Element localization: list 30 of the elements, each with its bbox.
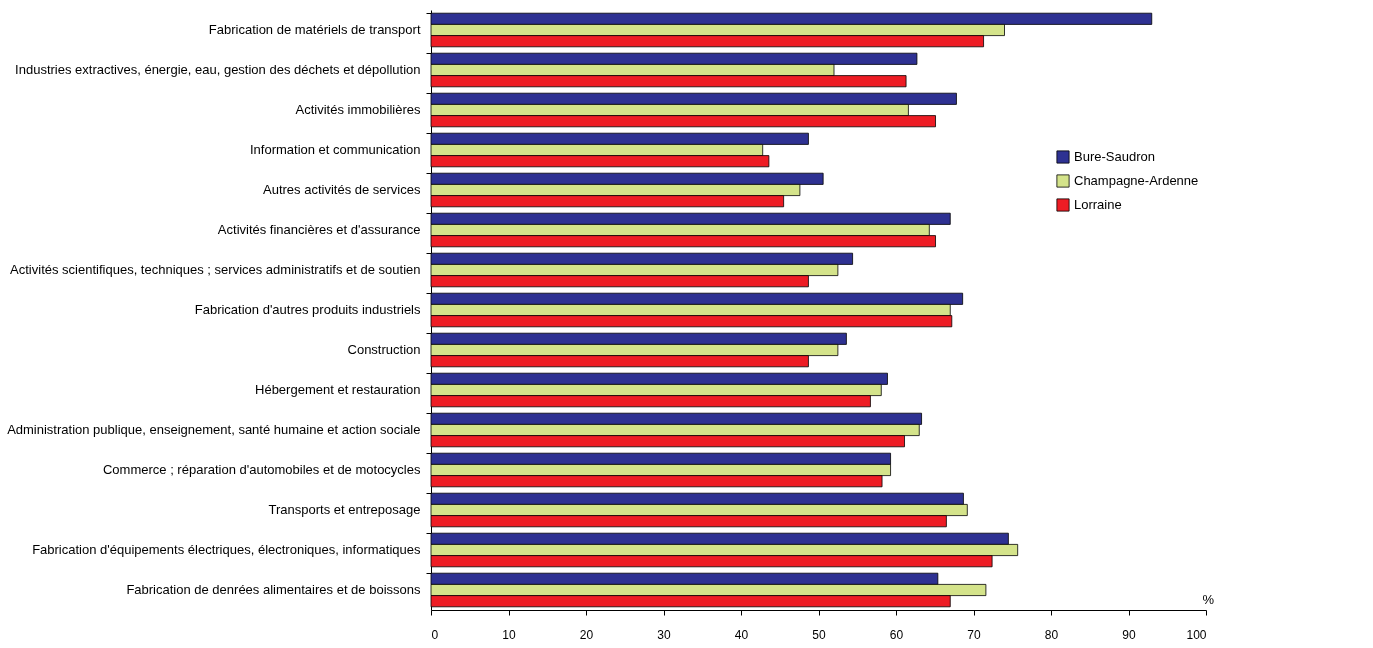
- y-tick-label: Autres activités de services: [262, 182, 421, 197]
- x-tick-label: 80: [1044, 627, 1059, 642]
- y-tick-label: Construction: [347, 342, 421, 357]
- y-tick-label: Information et communication: [249, 142, 421, 157]
- x-tick-label: 30: [657, 627, 671, 642]
- x-axis-title: %: [1202, 591, 1215, 607]
- legend-label: Bure-Saudron: [1074, 149, 1155, 164]
- x-tick-label: 100: [1186, 627, 1207, 642]
- x-tick-label: 70: [967, 627, 981, 642]
- y-tick-label: Industries extractives, énergie, eau, gestion des déchets et dépollution: [15, 62, 421, 77]
- x-tick-label: 20: [579, 627, 594, 642]
- legend-label: Champagne-Ardenne: [1074, 173, 1199, 188]
- y-tick-label: Administration publique, enseignement, santé humaine et action sociale: [7, 422, 421, 437]
- y-tick-label: Activités scientifiques, techniques ; services administratifs et de soutien: [10, 262, 421, 277]
- x-tick-label: 90: [1122, 627, 1136, 642]
- y-tick-label: Fabrication de matériels de transport: [208, 22, 421, 37]
- x-tick-label: 10: [502, 627, 516, 642]
- x-tick-label: 40: [734, 627, 749, 642]
- y-tick-label: Commerce ; réparation d'automobiles et de motocycles: [102, 462, 421, 477]
- y-tick-label: Hébergement et restauration: [255, 382, 421, 397]
- x-tick-label: 50: [812, 627, 826, 642]
- y-tick-label: Fabrication d'équipements électriques, électroniques, informatiques: [32, 542, 421, 557]
- y-tick-label: Transports et entreposage: [268, 502, 421, 517]
- x-tick-label: 60: [889, 627, 904, 642]
- legend-label: Lorraine: [1074, 197, 1122, 212]
- y-tick-label: Fabrication de denrées alimentaires et de boissons: [126, 582, 421, 597]
- y-tick-label: Activités immobilières: [295, 102, 421, 117]
- y-tick-label: Fabrication d'autres produits industriels: [194, 302, 421, 317]
- y-tick-label: Activités financières et d'assurance: [217, 222, 421, 237]
- x-tick-label: 0: [431, 627, 439, 642]
